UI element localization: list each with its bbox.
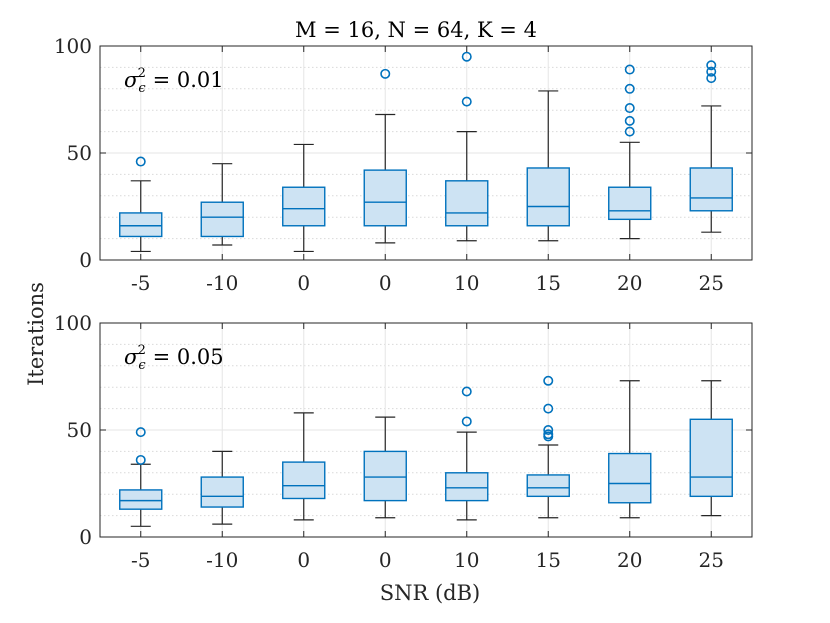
box-6 — [526, 90, 570, 242]
x-tick-label: 25 — [699, 271, 724, 295]
x-tick-label: 0 — [379, 548, 392, 572]
box-5 — [445, 51, 489, 242]
outlier-point — [461, 416, 472, 427]
box-1 — [119, 427, 163, 527]
iqr-box — [200, 201, 244, 238]
y-tick-label: 50 — [67, 141, 92, 165]
x-tick-label: 0 — [379, 271, 392, 295]
x-tick-label: 20 — [617, 548, 642, 572]
x-tick-label: 20 — [617, 271, 642, 295]
box-5 — [445, 386, 489, 521]
outlier-point — [135, 427, 146, 438]
outlier-point — [380, 68, 391, 79]
iqr-box — [119, 489, 163, 510]
box-4 — [363, 68, 407, 244]
x-tick-label: 0 — [297, 548, 310, 572]
iqr-box — [282, 186, 326, 227]
annotation-superscript: 2 — [138, 343, 146, 358]
outlier-point — [624, 83, 635, 94]
y-tick-label: 50 — [67, 418, 92, 442]
iqr-box — [689, 418, 733, 498]
box-4 — [363, 416, 407, 519]
x-tick-label: 0 — [297, 271, 310, 295]
iqr-box — [526, 167, 570, 227]
x-tick-label: -5 — [131, 548, 150, 572]
box-8 — [689, 60, 733, 233]
panel-2: 0 50 100 -5 -10 0 0 10 15 20 25 σϵ2 = 0.05 — [54, 311, 753, 572]
iqr-box — [689, 167, 733, 212]
box-6 — [526, 375, 570, 519]
outlier-point — [135, 454, 146, 465]
y-tick-label: 100 — [54, 34, 92, 58]
outlier-point — [461, 386, 472, 397]
iqr-box — [282, 461, 326, 500]
iqr-box — [608, 186, 652, 221]
iqr-box — [363, 169, 407, 227]
outlier-point — [624, 64, 635, 75]
iqr-box — [445, 472, 489, 502]
x-tick-label: -5 — [131, 271, 150, 295]
box-1 — [119, 156, 163, 253]
iqr-box — [363, 450, 407, 502]
box-3 — [282, 143, 326, 253]
box-3 — [282, 412, 326, 521]
noise-variance-annotation: σϵ2 = 0.05 — [124, 343, 224, 373]
x-tick-label: 25 — [699, 548, 724, 572]
annotation-value: = 0.05 — [146, 345, 224, 369]
annotation-subscript: ϵ — [138, 358, 146, 373]
iqr-box — [119, 212, 163, 238]
x-tick-label: 15 — [536, 271, 561, 295]
y-axis-title: Iterations — [24, 282, 48, 386]
annotation-superscript: 2 — [138, 66, 146, 81]
outlier-point — [624, 115, 635, 126]
x-tick-label: 15 — [536, 548, 561, 572]
iqr-box — [608, 452, 652, 504]
box-2 — [200, 450, 244, 525]
iqr-box — [526, 474, 570, 498]
x-tick-label: 10 — [454, 548, 479, 572]
noise-variance-annotation: σϵ2 = 0.01 — [124, 66, 224, 96]
box-2 — [200, 163, 244, 246]
iqr-box — [445, 180, 489, 227]
outlier-point — [461, 96, 472, 107]
outlier-point — [706, 73, 717, 84]
x-axis-title: SNR (dB) — [380, 581, 481, 605]
box-8 — [689, 380, 733, 517]
y-tick-label: 100 — [54, 311, 92, 335]
annotation-sigma: σ — [124, 345, 139, 369]
y-tick-label: 0 — [79, 248, 92, 272]
annotation-sigma: σ — [124, 68, 139, 92]
outlier-point — [461, 51, 472, 62]
outlier-point — [624, 126, 635, 137]
outlier-point — [706, 60, 717, 71]
panel-1: 0 50 100 -5 -10 0 0 10 15 20 25 σϵ2 = 0.01 — [54, 34, 753, 295]
x-tick-label: 10 — [454, 271, 479, 295]
outlier-point — [543, 429, 554, 440]
chart-title: M = 16, N = 64, K = 4 — [295, 18, 537, 42]
box-7 — [608, 380, 652, 519]
y-tick-label: 0 — [79, 525, 92, 549]
box-7 — [608, 64, 652, 240]
outlier-point — [706, 66, 717, 77]
x-tick-label: -10 — [206, 548, 238, 572]
outlier-point — [543, 424, 554, 435]
outlier-point — [543, 403, 554, 414]
annotation-value: = 0.01 — [146, 68, 224, 92]
iqr-box — [200, 476, 244, 508]
outlier-point — [543, 375, 554, 386]
annotation-subscript: ϵ — [138, 81, 146, 96]
outlier-point — [624, 103, 635, 114]
outlier-point — [135, 156, 146, 167]
x-tick-label: -10 — [206, 271, 238, 295]
